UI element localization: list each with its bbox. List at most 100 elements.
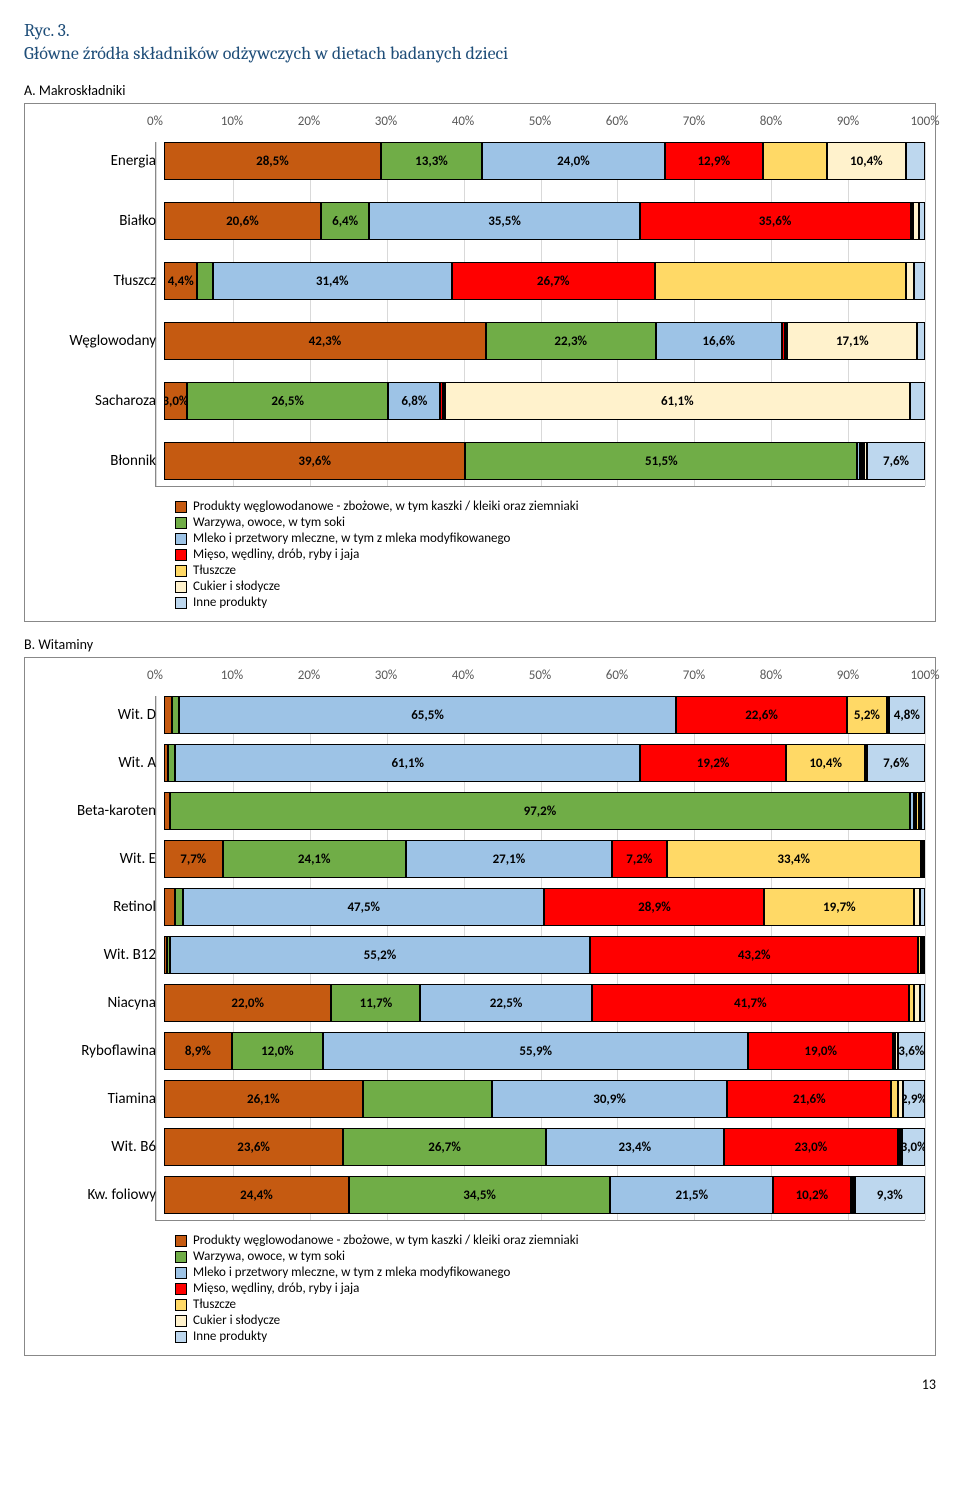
axis-tick: 50% bbox=[529, 114, 551, 129]
bar-segment: 22,0% bbox=[164, 984, 331, 1022]
chart-b-legend: Produkty węglowodanowe - zbożowe, w tym … bbox=[175, 1233, 925, 1344]
bar-segment: 9,3% bbox=[855, 1176, 925, 1214]
bar-segment: 11,7% bbox=[331, 984, 420, 1022]
legend-label: Cukier i słodycze bbox=[193, 1313, 280, 1328]
bar-segment: 23,4% bbox=[546, 1128, 724, 1166]
legend-label: Warzywa, owoce, w tym soki bbox=[193, 1249, 345, 1264]
legend-item: Cukier i słodycze bbox=[175, 579, 925, 594]
bar-segment bbox=[172, 696, 180, 734]
bar-track: 3,0%26,5%6,8%61,1% bbox=[164, 382, 925, 420]
legend-swatch bbox=[175, 597, 187, 609]
legend-swatch bbox=[175, 565, 187, 577]
axis-tick: 60% bbox=[606, 114, 628, 129]
chart-row: Niacyna22,0%11,7%22,5%41,7% bbox=[156, 984, 925, 1022]
bar-segment bbox=[164, 888, 175, 926]
chart-a-axis: 0%10%20%30%40%50%60%70%80%90%100% bbox=[155, 114, 925, 138]
chart-a-legend: Produkty węglowodanowe - zbożowe, w tym … bbox=[175, 499, 925, 610]
bar-segment: 19,7% bbox=[764, 888, 914, 926]
chart-row: Błonnik39,6%51,5%7,6% bbox=[156, 442, 925, 480]
bar-segment: 23,6% bbox=[164, 1128, 343, 1166]
bar-segment: 35,6% bbox=[640, 202, 911, 240]
axis-tick: 20% bbox=[298, 668, 320, 683]
bar-segment: 26,1% bbox=[164, 1080, 363, 1118]
legend-item: Warzywa, owoce, w tym soki bbox=[175, 515, 925, 530]
bar-segment bbox=[923, 840, 925, 878]
bar-segment: 26,7% bbox=[452, 262, 655, 300]
bar-segment: 6,8% bbox=[388, 382, 440, 420]
axis-tick: 40% bbox=[452, 668, 474, 683]
bar-track: 61,1%19,2%10,4%7,6% bbox=[164, 744, 925, 782]
row-label: Wit. B12 bbox=[36, 946, 164, 964]
legend-item: Cukier i słodycze bbox=[175, 1313, 925, 1328]
chart-a-title: A. Makroskładniki bbox=[24, 82, 936, 99]
legend-item: Inne produkty bbox=[175, 595, 925, 610]
chart-row: Wit. D65,5%22,6%5,2%4,8% bbox=[156, 696, 925, 734]
legend-swatch bbox=[175, 1235, 187, 1247]
chart-b-title: B. Witaminy bbox=[24, 636, 936, 653]
bar-segment: 39,6% bbox=[164, 442, 465, 480]
bar-segment: 8,9% bbox=[164, 1032, 232, 1070]
bar-segment: 10,4% bbox=[786, 744, 865, 782]
bar-segment bbox=[914, 262, 925, 300]
legend-item: Warzywa, owoce, w tym soki bbox=[175, 1249, 925, 1264]
legend-swatch bbox=[175, 1331, 187, 1343]
legend-item: Tłuszcze bbox=[175, 1297, 925, 1312]
bar-segment: 97,2% bbox=[170, 792, 910, 830]
axis-tick: 60% bbox=[606, 668, 628, 683]
legend-swatch bbox=[175, 517, 187, 529]
bar-segment: 30,9% bbox=[492, 1080, 727, 1118]
row-label: Błonnik bbox=[36, 452, 164, 470]
bar-segment: 7,7% bbox=[164, 840, 223, 878]
bar-segment bbox=[921, 792, 925, 830]
legend-item: Produkty węglowodanowe - zbożowe, w tym … bbox=[175, 499, 925, 514]
legend-label: Tłuszcze bbox=[193, 1297, 236, 1312]
chart-row: Sacharoza3,0%26,5%6,8%61,1% bbox=[156, 382, 925, 420]
bar-segment: 19,2% bbox=[640, 744, 786, 782]
row-label: Wit. A bbox=[36, 754, 164, 772]
row-label: Wit. D bbox=[36, 706, 164, 724]
bar-segment bbox=[919, 202, 925, 240]
bar-track: 28,5%13,3%24,0%12,9%10,4% bbox=[164, 142, 925, 180]
chart-b: 0%10%20%30%40%50%60%70%80%90%100% Wit. D… bbox=[24, 657, 936, 1356]
bar-segment: 4,4% bbox=[164, 262, 197, 300]
axis-tick: 90% bbox=[837, 668, 859, 683]
chart-row: Wit. A61,1%19,2%10,4%7,6% bbox=[156, 744, 925, 782]
chart-row: Wit. E7,7%24,1%27,1%7,2%33,4% bbox=[156, 840, 925, 878]
row-label: Retinol bbox=[36, 898, 164, 916]
axis-tick: 70% bbox=[683, 114, 705, 129]
chart-row: Tiamina26,1%30,9%21,6%2,9% bbox=[156, 1080, 925, 1118]
bar-segment: 61,1% bbox=[445, 382, 910, 420]
axis-tick: 40% bbox=[452, 114, 474, 129]
figure-label: Ryc. 3. bbox=[24, 20, 936, 41]
bar-segment: 4,8% bbox=[889, 696, 925, 734]
legend-label: Tłuszcze bbox=[193, 563, 236, 578]
legend-item: Mleko i przetwory mleczne, w tym z mleka… bbox=[175, 531, 925, 546]
row-label: Energia bbox=[36, 152, 164, 170]
bar-segment: 41,7% bbox=[592, 984, 909, 1022]
bar-segment: 28,9% bbox=[544, 888, 764, 926]
legend-label: Inne produkty bbox=[193, 595, 267, 610]
bar-segment: 24,1% bbox=[223, 840, 406, 878]
bar-segment: 7,6% bbox=[867, 442, 925, 480]
bar-segment: 55,9% bbox=[323, 1032, 748, 1070]
row-label: Sacharoza bbox=[36, 392, 164, 410]
bar-segment: 12,0% bbox=[232, 1032, 323, 1070]
bar-segment: 28,5% bbox=[164, 142, 381, 180]
bar-segment bbox=[906, 142, 925, 180]
bar-track: 65,5%22,6%5,2%4,8% bbox=[164, 696, 925, 734]
bar-segment bbox=[910, 382, 925, 420]
bar-segment: 42,3% bbox=[164, 322, 486, 360]
bar-segment: 47,5% bbox=[183, 888, 544, 926]
axis-tick: 100% bbox=[910, 114, 939, 129]
figure-title: Główne źródła składników odżywczych w di… bbox=[24, 43, 936, 64]
bar-segment: 43,2% bbox=[590, 936, 919, 974]
axis-tick: 10% bbox=[221, 668, 243, 683]
axis-tick: 80% bbox=[760, 114, 782, 129]
axis-tick: 0% bbox=[147, 668, 163, 683]
axis-tick: 20% bbox=[298, 114, 320, 129]
row-label: Ryboflawina bbox=[36, 1042, 164, 1060]
bar-segment bbox=[175, 888, 183, 926]
bar-track: 22,0%11,7%22,5%41,7% bbox=[164, 984, 925, 1022]
bar-segment: 35,5% bbox=[369, 202, 639, 240]
axis-tick: 30% bbox=[375, 114, 397, 129]
